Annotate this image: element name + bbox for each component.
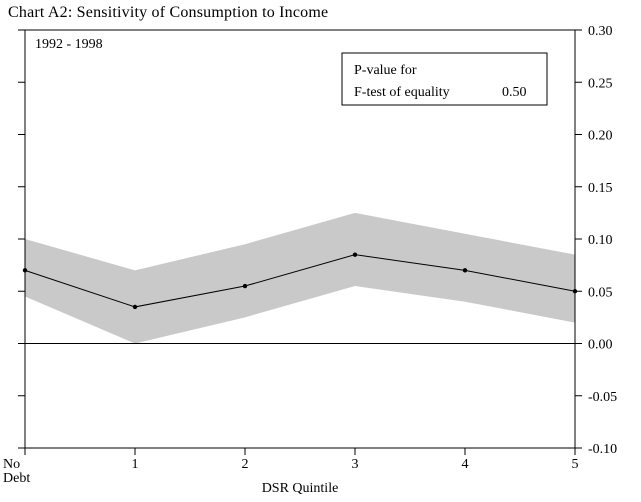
y-tick-label: 0.15 [588, 181, 613, 196]
data-point [572, 289, 578, 294]
x-tick-label: 2 [242, 457, 249, 472]
x-tick-label: 1 [132, 457, 139, 472]
x-tick-label: 3 [352, 457, 359, 472]
series-line [24, 254, 576, 308]
data-point [132, 304, 138, 310]
y-tick-label: 0.05 [588, 285, 613, 300]
y-tick-label: -0.10 [588, 442, 617, 457]
x-tick-label: 5 [572, 457, 579, 472]
annotation-box [341, 52, 548, 106]
annotation-value: 0.50 [502, 85, 527, 100]
chart-title: Chart A2: Sensitivity of Consumption to … [8, 4, 329, 21]
y-tick-label: 0.25 [588, 76, 613, 91]
x-axis-label: DSR Quintile [262, 481, 339, 496]
y-tick-label: -0.05 [588, 390, 617, 405]
y-tick-label: 0.20 [588, 129, 613, 144]
data-point [352, 252, 358, 257]
data-point [22, 268, 28, 273]
x-tick-label: 4 [462, 457, 469, 472]
data-point [242, 283, 248, 289]
annotation-line2: F-test of equality [354, 85, 450, 100]
y-tick-label: 0.30 [588, 24, 613, 39]
y-tick-label: 0.00 [588, 338, 613, 353]
y-tick-label: 0.10 [588, 233, 613, 248]
chart-subtitle: 1992 - 1998 [35, 37, 103, 52]
confidence-band [25, 212, 575, 344]
x-tick-label: No Debt [3, 457, 30, 486]
data-point [462, 268, 468, 273]
annotation-line1: P-value for [354, 63, 417, 78]
